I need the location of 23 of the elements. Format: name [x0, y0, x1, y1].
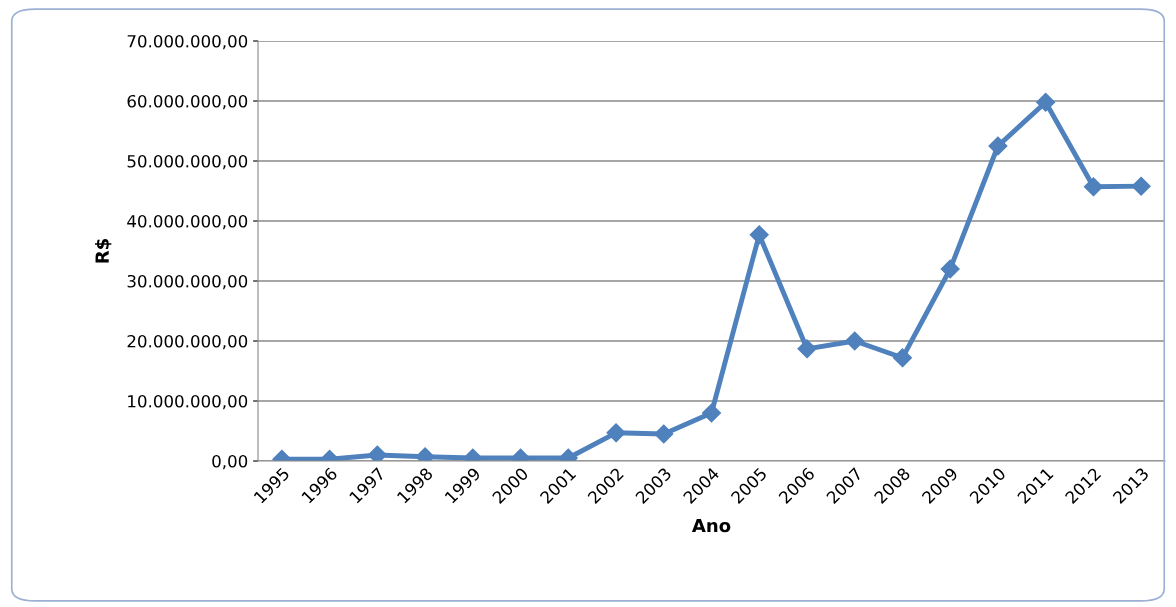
point: [797, 339, 817, 359]
y-tick-label: 10.000.000,00: [128, 394, 248, 410]
point: [367, 445, 387, 461]
y-tick-label: 40.000.000,00: [127, 214, 248, 230]
y-tick-label: 0,00: [212, 454, 248, 470]
point: [701, 403, 722, 423]
point: [988, 136, 1008, 156]
point: [940, 259, 960, 279]
point: [1036, 92, 1056, 112]
y-axis-title: R$: [94, 238, 112, 263]
point: [1131, 176, 1151, 196]
x-axis-title: Ano: [691, 518, 731, 533]
y-tick-label: 50.000.000,00: [127, 154, 248, 170]
y-tick-label: 60.000.000,00: [127, 94, 248, 110]
y-tick-label: 30.000.000,00: [127, 274, 248, 290]
y-tick-label: 70.000.000,00: [127, 34, 248, 50]
point: [606, 423, 626, 443]
point: [845, 331, 865, 351]
point: [749, 225, 769, 245]
point: [654, 424, 674, 444]
y-tick-label: 20.000.000,00: [127, 334, 248, 350]
point: [1083, 177, 1103, 197]
point: [892, 348, 912, 368]
